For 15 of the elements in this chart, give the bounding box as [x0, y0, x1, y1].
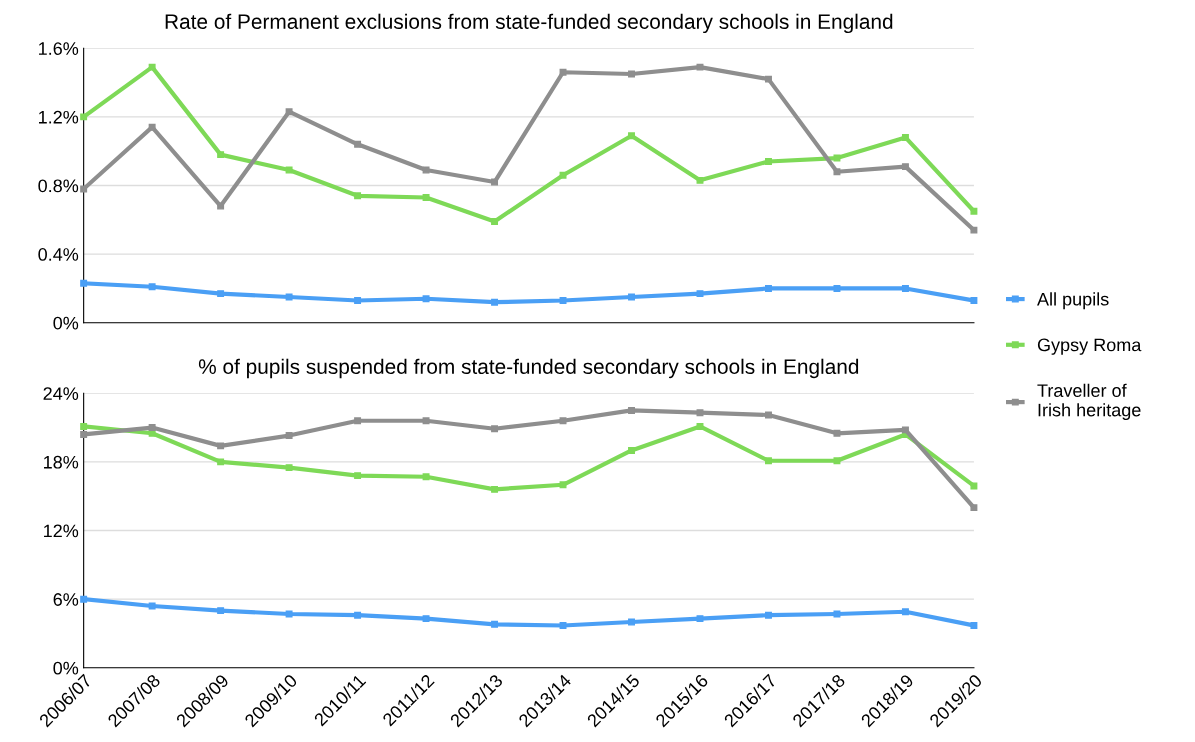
- chart-title: Rate of Permanent exclusions from state-funded secondary schools in England: [165, 13, 893, 34]
- legend-label: Traveller of Irish heritage: [1037, 383, 1141, 421]
- y-tick-label: 24%: [43, 387, 79, 400]
- legend-label: All pupils: [1037, 292, 1109, 310]
- legend-label: Gypsy Roma: [1037, 338, 1142, 355]
- y-tick-label: 0.4%: [38, 248, 79, 261]
- y-tick-label: 0.8%: [38, 179, 79, 193]
- y-tick-label: 6%: [53, 593, 79, 606]
- y-tick-label: 0%: [53, 316, 79, 330]
- y-tick-label: 1.6%: [39, 42, 79, 55]
- y-tick-label: 1.2%: [39, 110, 79, 124]
- y-tick-label: 18%: [44, 455, 79, 469]
- y-tick-label: 12%: [44, 524, 79, 538]
- chart-title: % of pupils suspended from state-funded secondary schools in England: [198, 358, 859, 379]
- y-tick-label: 0%: [53, 661, 79, 675]
